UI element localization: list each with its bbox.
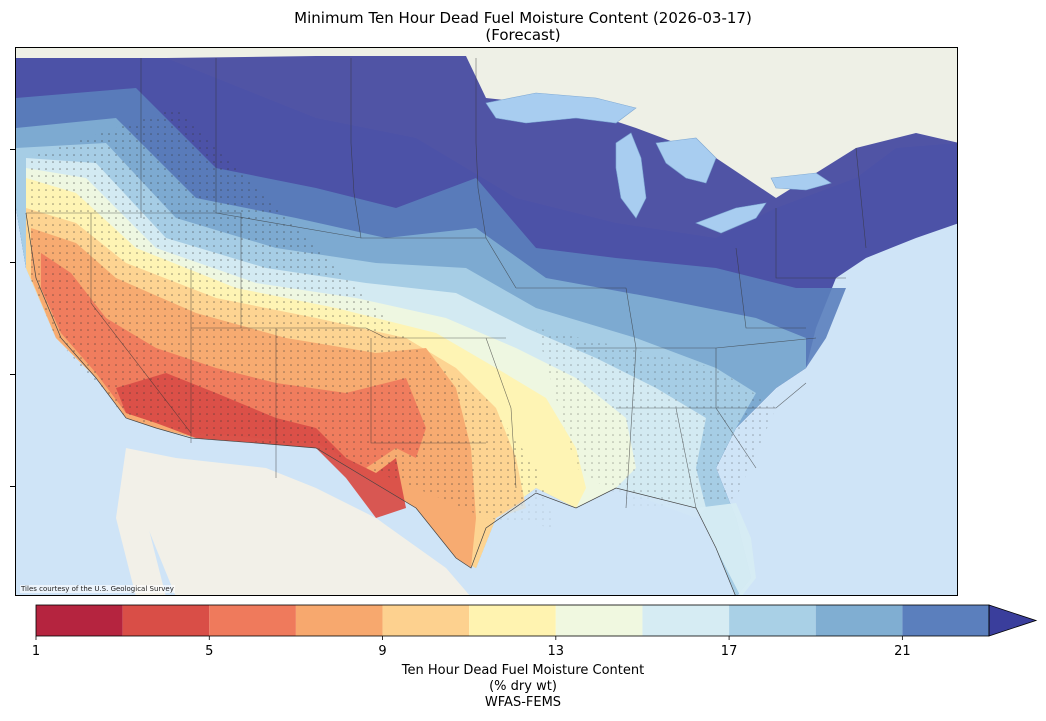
colorbar-tick-label: 5: [205, 644, 214, 659]
colorbar-segment: [902, 605, 989, 636]
fuel-moisture-map: [16, 48, 957, 595]
mexico-land: [126, 448, 470, 595]
colorbar-segment: [729, 605, 816, 636]
colorbar-segment: [122, 605, 210, 636]
colorbar-tick-label: 1: [31, 644, 41, 659]
colorbar-segment: [209, 605, 296, 636]
map-subtitle: (Forecast): [485, 26, 561, 44]
map-panel[interactable]: Tiles courtesy of the U.S. Geological Su…: [15, 47, 958, 596]
coastline: [25, 212, 736, 595]
state-borders: [26, 58, 867, 509]
colorbar-extend-arrow: [988, 604, 1038, 637]
colorbar-tick-label: 13: [547, 644, 565, 659]
colorbar-segment: [815, 605, 903, 636]
colorbar-units: (% dry wt): [489, 679, 557, 694]
colorbar-segment: [36, 605, 123, 636]
colorbar-segment: [469, 605, 556, 636]
y-axis-tick: [10, 262, 15, 263]
colorbar-tick-label: 21: [894, 644, 911, 659]
colorbar-tick-label: 17: [720, 644, 738, 659]
colorbar-segment: [295, 605, 383, 636]
colorbar-outline: [35, 604, 990, 637]
colorbar-label: Ten Hour Dead Fuel Moisture Content: [401, 663, 645, 678]
great-lakes: [485, 92, 832, 234]
atlantic-ocean: [751, 248, 957, 595]
tile-attribution: Tiles courtesy of the U.S. Geological Su…: [20, 585, 175, 593]
map-title: Minimum Ten Hour Dead Fuel Moisture Cont…: [294, 9, 752, 27]
y-axis-tick: [10, 149, 15, 150]
colorbar-source: WFAS-FEMS: [484, 695, 562, 710]
y-axis-tick: [10, 486, 15, 487]
baja-land: [116, 448, 166, 595]
florida: [696, 503, 756, 595]
colorbar-segment: [555, 605, 643, 636]
colorbar-segment: [642, 605, 730, 636]
gulf-of-mexico: [486, 488, 736, 595]
colorbar-tick-label: 9: [378, 644, 387, 659]
colorbar-segment: [382, 605, 470, 636]
y-axis-tick: [10, 374, 15, 375]
